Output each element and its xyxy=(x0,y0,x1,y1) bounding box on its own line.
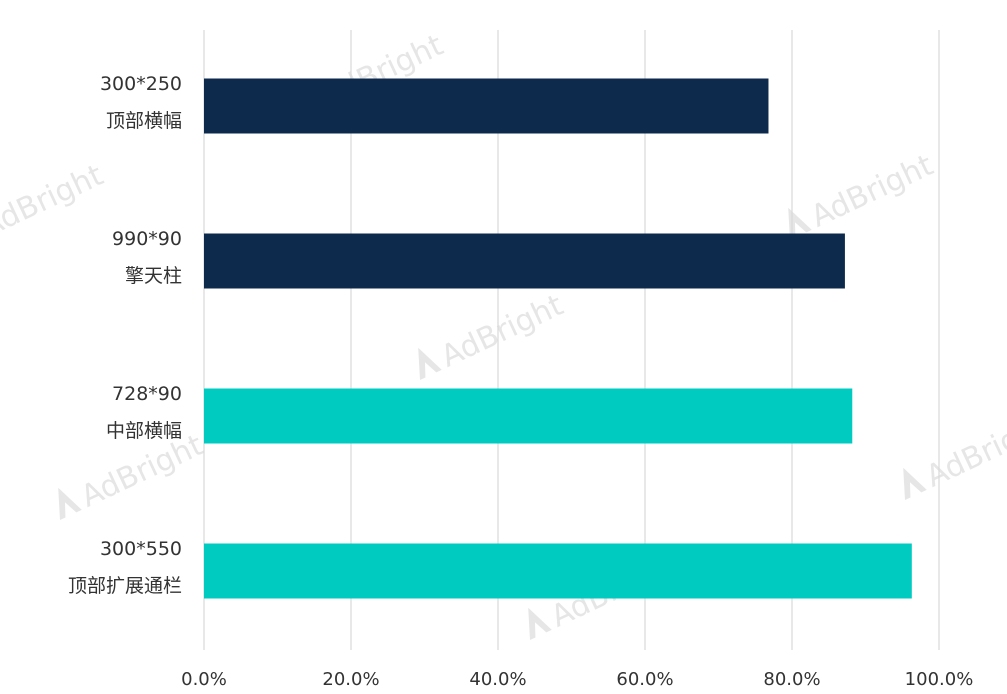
category-size-label: 728*90 xyxy=(112,383,182,405)
watermark-text: AdBright xyxy=(806,148,939,235)
watermark-logo-icon xyxy=(528,607,552,640)
bars xyxy=(204,78,912,599)
watermark-logo-icon xyxy=(58,487,82,520)
category-labels: 300*250 顶部横幅 990*90 擎天柱 728*90 中部横幅 300*550 顶部扩… xyxy=(68,73,182,597)
bar xyxy=(204,78,769,134)
x-tick-label: 100.0% xyxy=(905,669,974,690)
category-name-label: 顶部扩展通栏 xyxy=(68,575,182,597)
watermark-text: AdBright xyxy=(0,158,109,245)
x-axis-tick-labels: 0.0% 20.0% 40.0% 60.0% 80.0% 100.0% xyxy=(181,669,973,690)
bar xyxy=(204,388,853,444)
category-size-label: 300*550 xyxy=(100,538,182,560)
watermark-logo: AdBright xyxy=(903,408,1007,500)
watermark-logo: AdBright xyxy=(418,288,569,380)
category-label: 300*250 顶部横幅 xyxy=(100,73,182,132)
watermark-text: AdBright xyxy=(921,408,1007,495)
category-label: 990*90 擎天柱 xyxy=(112,228,182,287)
watermark-logo: AdBright xyxy=(0,158,109,245)
category-size-label: 990*90 xyxy=(112,228,182,250)
category-name-label: 中部横幅 xyxy=(106,420,182,442)
watermark-logo: AdBright xyxy=(788,148,939,240)
x-tick-label: 80.0% xyxy=(763,669,820,690)
watermark-logo-icon xyxy=(418,347,442,380)
watermark-logo-icon xyxy=(903,467,927,500)
category-label: 300*550 顶部扩展通栏 xyxy=(68,538,182,597)
x-tick-label: 40.0% xyxy=(469,669,526,690)
category-label: 728*90 中部横幅 xyxy=(106,383,182,442)
x-tick-label: 20.0% xyxy=(322,669,379,690)
bar xyxy=(204,543,912,599)
category-name-label: 顶部横幅 xyxy=(106,110,182,132)
category-size-label: 300*250 xyxy=(100,73,182,95)
category-name-label: 擎天柱 xyxy=(125,265,182,287)
watermark-logo-icon xyxy=(788,207,812,240)
x-tick-label: 0.0% xyxy=(181,669,227,690)
watermark-text: AdBright xyxy=(436,288,569,375)
x-tick-label: 60.0% xyxy=(616,669,673,690)
bar xyxy=(204,233,845,289)
